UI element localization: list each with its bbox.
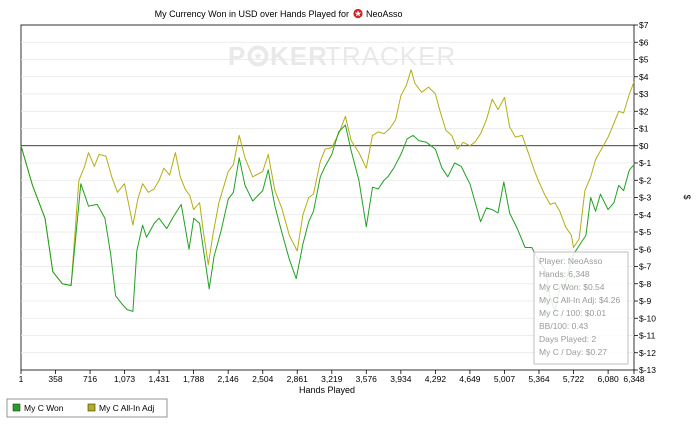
pokertracker-watermark: P KER TRACKER [228, 41, 456, 71]
info-box-frame [533, 251, 629, 365]
y-tick-label: $-1 [639, 158, 652, 168]
y-tick-label: $-7 [639, 262, 652, 272]
y-tick-label: $-11 [639, 331, 656, 341]
x-tick-label: 3,219 [321, 374, 343, 384]
info-line: Hands: 6,348 [539, 269, 590, 279]
y-tick-label: $7 [639, 20, 649, 30]
y-tick-label: $-5 [639, 227, 652, 237]
x-tick-label: 2,861 [287, 374, 309, 384]
legend-label-allin[interactable]: My C All-In Adj [99, 403, 154, 413]
y-tick-label: $0 [639, 141, 649, 151]
x-tick-label: 5,364 [528, 374, 550, 384]
x-axis: 1 358 716 1,073 1,431 1,788 2,146 2,504 2,861 3,2… [19, 370, 645, 384]
info-line: Player: NeoAsso [539, 256, 603, 266]
x-tick-label: 3,934 [390, 374, 412, 384]
y-tick-label: $-3 [639, 193, 652, 203]
x-tick-label: 6,080 [597, 374, 619, 384]
legend-label-won[interactable]: My C Won [24, 403, 64, 413]
info-line: My C Won: $0.54 [539, 282, 605, 292]
chart-title-player: NeoAsso [366, 9, 403, 19]
info-line: BB/100: 0.43 [539, 321, 588, 331]
chart-title-group: My Currency Won in USD over Hands Played… [155, 8, 403, 19]
legend-swatch-allin[interactable] [87, 403, 96, 412]
y-tick-label: $-10 [639, 313, 656, 323]
watermark-prefix: P [228, 41, 246, 71]
y-tick-label: $-13 [639, 365, 656, 375]
y-axis-label: $ [682, 194, 692, 199]
y-tick-label: $2 [639, 106, 649, 116]
y-tick-label: $5 [639, 55, 649, 65]
y-tick-label: $3 [639, 89, 649, 99]
legend-frame [6, 398, 168, 418]
x-tick-label: 1 [19, 374, 24, 384]
grid-lines [21, 41, 634, 354]
y-tick-label: $-9 [639, 296, 652, 306]
legend-swatch-won[interactable] [12, 403, 21, 412]
x-tick-label: 4,292 [425, 374, 447, 384]
x-tick-label: 4,649 [459, 374, 481, 384]
x-tick-label: 358 [48, 374, 62, 384]
y-tick-label: $-8 [639, 279, 652, 289]
x-tick-label: 1,788 [183, 374, 205, 384]
x-tick-label: 716 [83, 374, 97, 384]
info-line: Days Played: 2 [539, 334, 596, 344]
y-tick-label: $-12 [639, 348, 656, 358]
y-axis: $7 $6 $5 $4 $3 $2 $1 $0 $-1 $-2 $-3 $-4 $-5 $-6 $-7 $-8… [634, 20, 656, 375]
y-tick-label: $4 [639, 72, 649, 82]
x-axis-label: Hands Played [299, 385, 355, 395]
watermark-rest: KER [270, 41, 328, 71]
x-tick-label: 1,431 [148, 374, 170, 384]
y-tick-label: $-6 [639, 244, 652, 254]
x-tick-label: 5,722 [563, 374, 585, 384]
pokerstars-icon [353, 8, 363, 19]
x-tick-label: 5,007 [494, 374, 516, 384]
info-line: My C / Day: $0.27 [539, 347, 607, 357]
y-tick-label: $-2 [639, 175, 652, 185]
y-tick-label: $6 [639, 37, 649, 47]
info-line: My C All-In Adj: $4.26 [539, 295, 621, 305]
x-tick-label: 2,504 [252, 374, 274, 384]
y-tick-label: $1 [639, 124, 649, 134]
x-tick-label: 3,576 [356, 374, 378, 384]
chart-title: My Currency Won in USD over Hands Played… [155, 9, 349, 19]
info-line: My C / 100: $0.01 [539, 308, 606, 318]
x-tick-label: 2,146 [218, 374, 240, 384]
legend: My C Won My C All-In Adj [6, 398, 168, 418]
series-line-my-c-all-in-adj [20, 69, 635, 286]
y-tick-label: $-4 [639, 210, 652, 220]
watermark-suffix: TRACKER [325, 41, 456, 71]
player-info-box: Player: NeoAsso Hands: 6,348 My C Won: $… [533, 251, 629, 365]
poker-chip-icon [247, 45, 269, 67]
x-tick-label: 6,348 [623, 374, 645, 384]
x-tick-label: 1,073 [114, 374, 136, 384]
